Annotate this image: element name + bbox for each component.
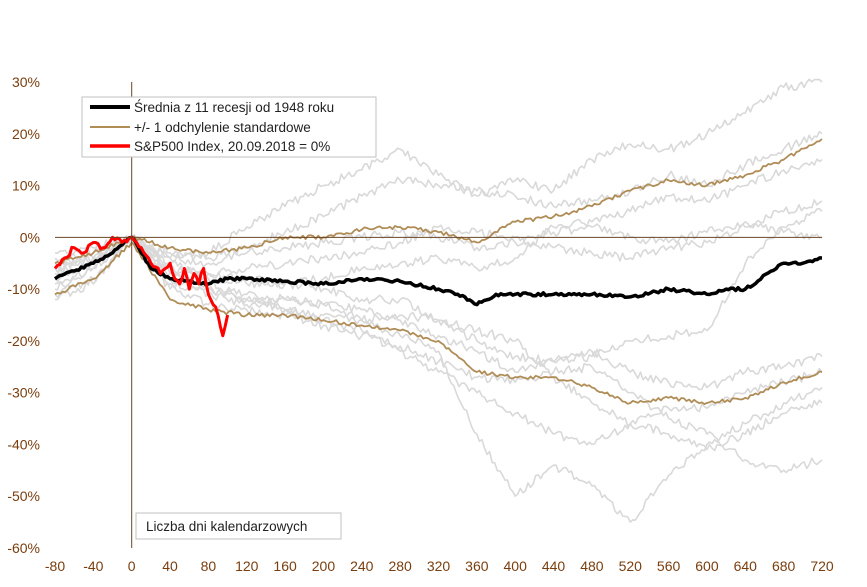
y-tick-labels: 30% 20% 10% 0% -10% -20% -30% -40% -50% -60% [7,74,40,556]
series-line-s-p500-index-20-09-2018-0 [53,235,230,338]
x-tick-label: 40 [162,558,178,574]
x-tick-label: 400 [504,558,528,574]
y-tick-label: -30% [7,385,40,401]
y-tick-label: -60% [7,540,40,556]
main-series-group [53,138,823,405]
x-tick-label: 280 [388,558,412,574]
series-line-recession-4 [54,236,823,474]
series-line-recession-1 [54,78,823,270]
legend-box [81,96,377,158]
x-tick-label: 680 [772,558,796,574]
legend-label-sd: +/- 1 odchylenie standardowe [134,120,311,135]
x-tick-label: 440 [542,558,566,574]
x-tick-label: 0 [128,558,136,574]
x-tick-label: 640 [734,558,758,574]
x-tick-label: -40 [83,558,103,574]
series-line-1-sd [54,241,823,405]
x-tick-label: -80 [45,558,65,574]
series-line-recession-10 [54,221,823,298]
y-tick-label: 30% [12,74,40,90]
series-line-recession-6 [54,158,823,291]
x-tick-label: 320 [427,558,451,574]
x-axis-note: Liczba dni kalendarzowych [135,512,342,540]
series-line-recession-7 [54,236,823,452]
series-line-recession-9 [54,207,823,374]
x-tick-label: 360 [465,558,489,574]
series-line-1-sd [54,138,823,265]
x-tick-label: 720 [810,558,834,574]
x-tick-label: 80 [201,558,217,574]
x-tick-label: 120 [235,558,259,574]
x-tick-label: 480 [580,558,604,574]
series-line-recession-5 [54,236,823,391]
x-tick-label: 200 [312,558,336,574]
x-tick-label: 560 [657,558,681,574]
series-line-recession-3 [54,130,823,262]
legend-label-average: Średnia z 11 recesji od 1948 roku [134,100,334,115]
legend-label-sp500: S&P500 Index, 20.09.2018 = 0% [134,139,330,154]
y-tick-label: 10% [12,178,40,194]
y-tick-label: 0% [20,229,40,245]
x-tick-label: 520 [619,558,643,574]
y-tick-label: -50% [7,488,40,504]
x-tick-labels: -80 -40 0 40 80 120 160 200 240 280 320 360 400 440 48… [45,558,834,574]
y-tick-label: 20% [12,126,40,142]
legend: Średnia z 11 recesji od 1948 roku +/- 1 … [81,96,377,158]
note-box [135,512,342,540]
y-tick-label: -10% [7,281,40,297]
y-tick-label: -40% [7,436,40,452]
x-tick-label: 240 [350,558,374,574]
y-tick-label: -20% [7,333,40,349]
axes-group [55,82,822,548]
x-tick-label: 160 [273,558,297,574]
note-label: Liczba dni kalendarzowych [146,519,307,534]
x-tick-label: 600 [695,558,719,574]
